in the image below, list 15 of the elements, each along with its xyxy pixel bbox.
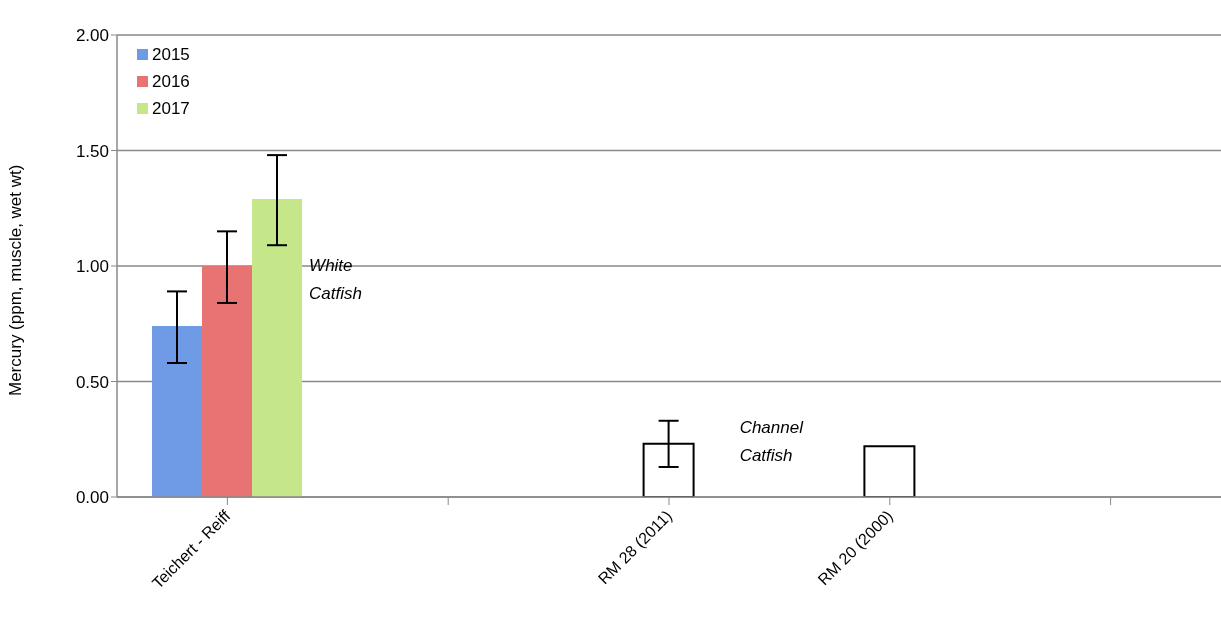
y-tick-label: 0.00 (75, 488, 109, 508)
annotation: White Catfish (309, 255, 363, 306)
annotation: Channel Catfish (739, 416, 805, 467)
y-tick-label: 1.50 (75, 141, 109, 161)
bar (252, 199, 302, 497)
bar (202, 266, 252, 497)
y-tick-label: 0.50 (75, 372, 109, 392)
legend-label: 2016 (152, 71, 190, 92)
bar (152, 326, 202, 497)
bar (863, 445, 916, 497)
legend-label: 2015 (152, 44, 190, 65)
y-tick-label: 2.00 (75, 26, 109, 46)
legend-label: 2017 (152, 98, 190, 119)
y-tick-label: 1.00 (75, 257, 109, 277)
y-axis-title: Mercury (ppm, muscle, wet wt) (6, 164, 26, 396)
